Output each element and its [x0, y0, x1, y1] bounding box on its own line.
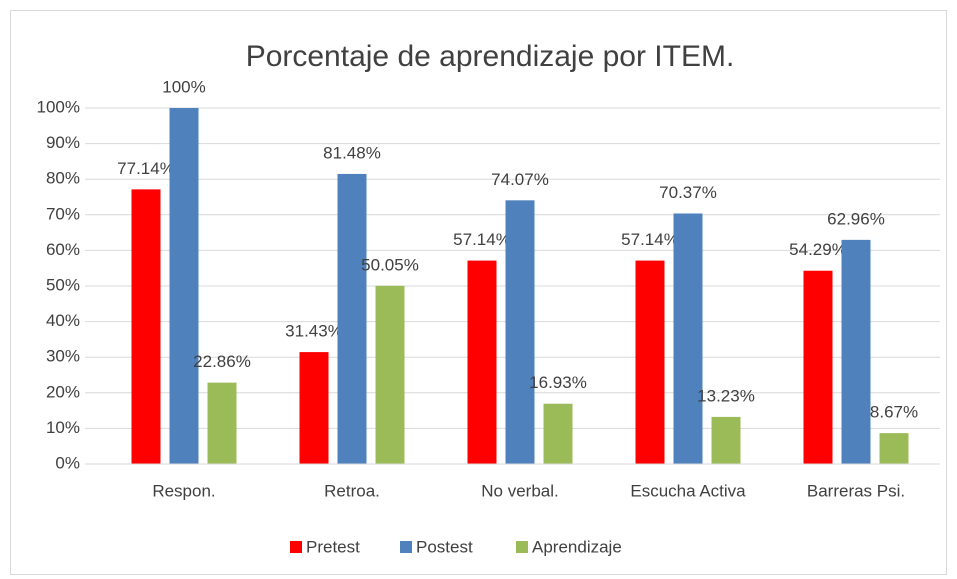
value-label: 31.43%: [285, 322, 343, 341]
x-tick-label: Barreras Psi.: [807, 481, 905, 500]
y-tick-label: 90%: [46, 133, 80, 152]
legend-swatch: [400, 541, 412, 553]
legend-swatch: [290, 541, 302, 553]
y-tick-label: 0%: [55, 453, 80, 472]
value-label: 22.86%: [193, 352, 251, 371]
value-label: 74.07%: [491, 170, 549, 189]
bar: [131, 189, 161, 465]
x-tick-label: No verbal.: [481, 481, 558, 500]
value-label: 13.23%: [697, 386, 755, 405]
bar: [803, 270, 833, 464]
bar: [711, 416, 741, 464]
legend-label: Aprendizaje: [532, 537, 622, 556]
chart-title: Porcentaje de aprendizaje por ITEM.: [246, 40, 735, 73]
bar: [505, 200, 535, 465]
value-label: 70.37%: [659, 183, 717, 202]
y-tick-label: 100%: [37, 97, 80, 116]
value-label: 62.96%: [827, 209, 885, 228]
x-tick-label: Respon.: [152, 481, 215, 500]
y-tick-label: 70%: [46, 204, 80, 223]
y-tick-label: 10%: [46, 418, 80, 437]
bar: [635, 260, 665, 464]
value-label: 77.14%: [117, 159, 175, 178]
value-label: 57.14%: [453, 230, 511, 249]
bar: [543, 403, 573, 464]
bar: [467, 260, 497, 464]
value-label: 16.93%: [529, 373, 587, 392]
x-tick-label: Retroa.: [324, 481, 380, 500]
y-tick-label: 60%: [46, 240, 80, 259]
bar: [337, 173, 367, 464]
x-tick-label: Escucha Activa: [630, 481, 746, 500]
value-label: 81.48%: [323, 143, 381, 162]
bar: [673, 213, 703, 464]
legend-swatch: [516, 541, 528, 553]
legend-label: Pretest: [306, 537, 360, 556]
y-tick-label: 20%: [46, 382, 80, 401]
value-label: 57.14%: [621, 230, 679, 249]
value-label: 8.67%: [870, 403, 918, 422]
bar: [841, 239, 871, 464]
value-label: 100%: [162, 77, 205, 96]
bar: [207, 382, 237, 464]
y-tick-label: 40%: [46, 311, 80, 330]
y-tick-label: 30%: [46, 347, 80, 366]
y-tick-label: 80%: [46, 169, 80, 188]
y-tick-label: 50%: [46, 275, 80, 294]
bar: [879, 433, 909, 464]
legend-label: Postest: [416, 537, 473, 556]
bar: [299, 352, 329, 464]
bar: [375, 285, 405, 464]
bar: [169, 108, 199, 464]
value-label: 50.05%: [361, 255, 419, 274]
value-label: 54.29%: [789, 240, 847, 259]
